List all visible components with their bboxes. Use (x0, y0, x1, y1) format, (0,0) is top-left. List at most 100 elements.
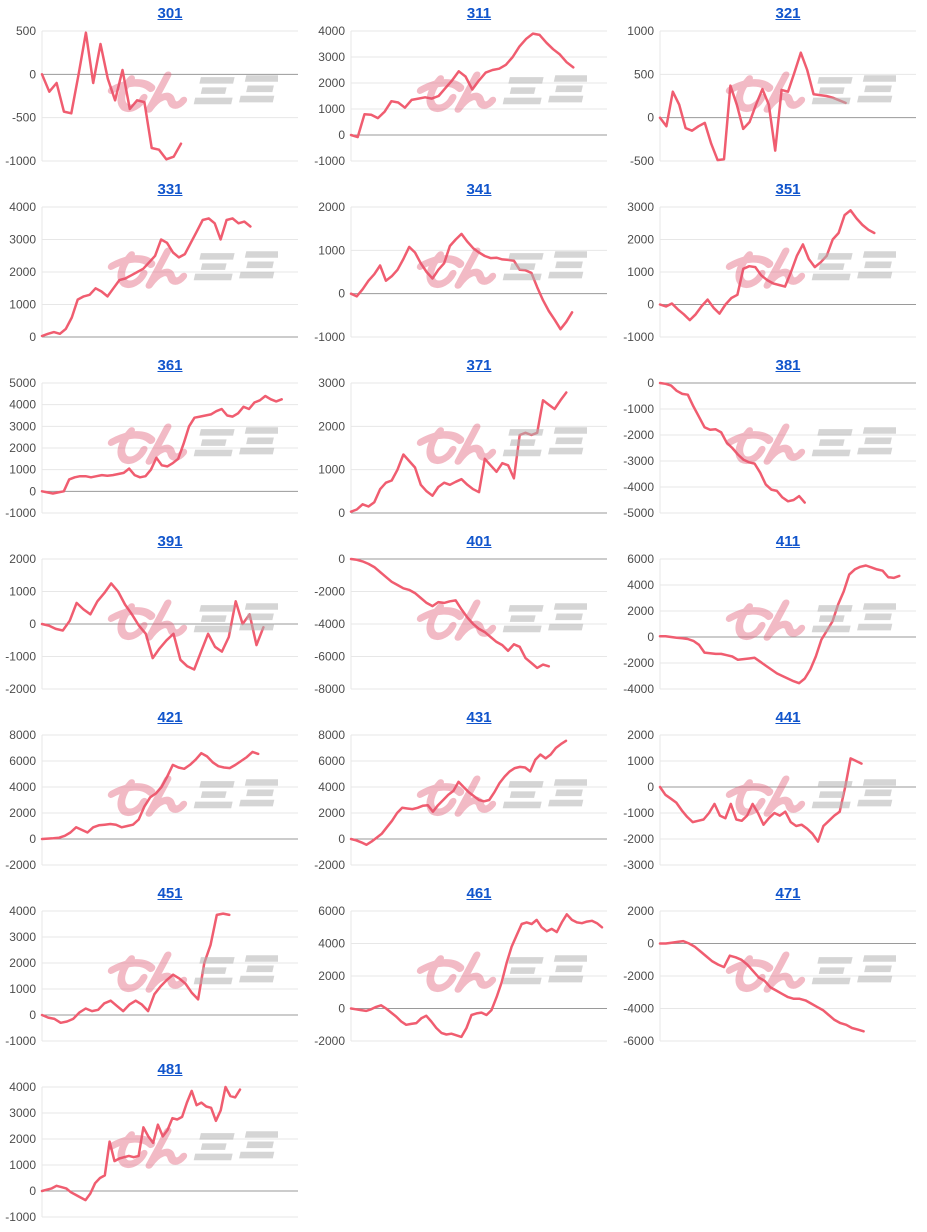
y-tick-label: 1000 (9, 298, 36, 312)
y-tick-label: 0 (29, 1184, 36, 1198)
y-tick-label: 3000 (627, 200, 654, 214)
line-chart: 2000 1000 0 -1000 (314, 200, 607, 344)
chart-cell: 361 5000 4000 3000 2000 1000 0 -1000 (0, 352, 309, 528)
y-tick-label: 2000 (9, 265, 36, 279)
y-tick-label: 4000 (318, 24, 345, 38)
chart-title-link[interactable]: 411 (775, 533, 801, 550)
y-tick-label: -4000 (623, 1002, 654, 1016)
y-tick-label: 1000 (627, 24, 654, 38)
chart-cell: 381 0 -1000 -2000 -3000 -4000 -5000 (618, 352, 927, 528)
line-chart: 4000 3000 2000 1000 0 -1000 (5, 904, 298, 1048)
y-tick-label: 1000 (318, 463, 345, 477)
y-tick-label: 0 (29, 330, 36, 344)
line-chart: 4000 3000 2000 1000 0 (9, 200, 298, 344)
data-series-line (349, 232, 574, 331)
line-chart: 1000 500 0 -500 (627, 24, 916, 168)
data-series-line (40, 217, 252, 338)
data-series-line (349, 739, 568, 847)
y-tick-label: -2000 (623, 656, 654, 670)
watermark-logo (107, 422, 288, 461)
y-tick-label: 0 (338, 552, 345, 566)
data-series-line (349, 913, 604, 1039)
y-tick-label: 0 (29, 67, 36, 81)
chart-title-link[interactable]: 471 (775, 885, 801, 902)
data-series-line (658, 381, 806, 504)
chart-title-link[interactable]: 321 (775, 5, 801, 22)
y-tick-label: 500 (634, 67, 654, 81)
y-tick-label: 2000 (9, 956, 36, 970)
chart-title-link[interactable]: 361 (157, 357, 183, 374)
y-tick-label: 0 (647, 630, 654, 644)
chart-cell: 371 3000 2000 1000 0 (309, 352, 618, 528)
chart-cell: 331 4000 3000 2000 1000 0 (0, 176, 309, 352)
y-tick-label: 2000 (9, 806, 36, 820)
chart-title-link[interactable]: 461 (466, 885, 492, 902)
y-tick-label: 3000 (9, 930, 36, 944)
y-tick-label: -500 (630, 154, 654, 168)
chart-title-link[interactable]: 371 (466, 357, 492, 374)
y-tick-label: -2000 (623, 428, 654, 442)
y-tick-label: -3000 (623, 858, 654, 872)
watermark-logo (725, 422, 906, 461)
chart-title-link[interactable]: 331 (157, 181, 183, 198)
chart-title-link[interactable]: 391 (157, 533, 183, 550)
chart-title-link[interactable]: 351 (775, 181, 801, 198)
y-tick-label: 3000 (9, 1106, 36, 1120)
y-tick-label: 4000 (9, 398, 36, 412)
watermark-logo (107, 774, 288, 813)
y-tick-label: 0 (29, 484, 36, 498)
y-tick-label: 4000 (9, 200, 36, 214)
y-tick-label: 0 (338, 128, 345, 142)
chart-cell: 431 8000 6000 4000 2000 0 -2000 (309, 704, 618, 880)
chart-cell: 391 2000 1000 0 -1000 -2000 (0, 528, 309, 704)
watermark-logo (416, 774, 597, 813)
line-chart: 2000 0 -2000 -4000 -6000 (623, 904, 916, 1048)
chart-title-link[interactable]: 431 (466, 709, 492, 726)
watermark-logo (416, 950, 597, 989)
watermark-logo (107, 1126, 288, 1165)
y-tick-label: 2000 (318, 419, 345, 433)
line-chart: 500 0 -500 -1000 (5, 24, 298, 168)
y-tick-label: 0 (647, 111, 654, 125)
y-tick-label: -8000 (314, 682, 345, 696)
data-series-line (349, 557, 551, 670)
watermark-logo (416, 422, 597, 461)
y-tick-label: 0 (338, 287, 345, 301)
chart-title-link[interactable]: 301 (157, 5, 183, 22)
line-chart: 4000 3000 2000 1000 0 -1000 (5, 1080, 298, 1224)
chart-cell: 321 1000 500 0 -500 (618, 0, 927, 176)
line-chart: 3000 2000 1000 0 (318, 376, 607, 520)
chart-title-link[interactable]: 341 (466, 181, 492, 198)
y-tick-label: -2000 (314, 585, 345, 599)
y-tick-label: -4000 (314, 617, 345, 631)
y-tick-label: 2000 (318, 76, 345, 90)
y-tick-label: -2000 (5, 682, 36, 696)
chart-title-link[interactable]: 481 (157, 1061, 183, 1078)
y-tick-label: 2000 (318, 806, 345, 820)
y-tick-label: 1000 (627, 754, 654, 768)
y-tick-label: -1000 (5, 154, 36, 168)
y-tick-label: -2000 (314, 858, 345, 872)
line-chart: 0 -2000 -4000 -6000 -8000 (314, 552, 607, 696)
y-tick-label: 0 (647, 780, 654, 794)
chart-title-link[interactable]: 311 (466, 5, 492, 22)
chart-title-link[interactable]: 451 (157, 885, 183, 902)
chart-cell: 451 4000 3000 2000 1000 0 -1000 (0, 880, 309, 1056)
data-series-line (40, 582, 265, 671)
data-series-line (658, 757, 863, 843)
y-tick-label: 6000 (627, 552, 654, 566)
data-series-line (658, 939, 865, 1033)
y-tick-label: 1000 (9, 1158, 36, 1172)
chart-title-link[interactable]: 421 (157, 709, 183, 726)
y-tick-label: 3000 (9, 233, 36, 247)
chart-title-link[interactable]: 441 (775, 709, 801, 726)
chart-cell: 441 2000 1000 0 -1000 -2000 -3000 (618, 704, 927, 880)
y-tick-label: 5000 (9, 376, 36, 390)
y-tick-label: 2000 (627, 904, 654, 918)
y-tick-label: -2000 (623, 969, 654, 983)
line-chart: 2000 1000 0 -1000 -2000 -3000 (623, 728, 916, 872)
y-tick-label: -1000 (5, 506, 36, 520)
chart-title-link[interactable]: 401 (466, 533, 492, 550)
y-tick-label: -1000 (5, 1034, 36, 1048)
chart-title-link[interactable]: 381 (775, 357, 801, 374)
